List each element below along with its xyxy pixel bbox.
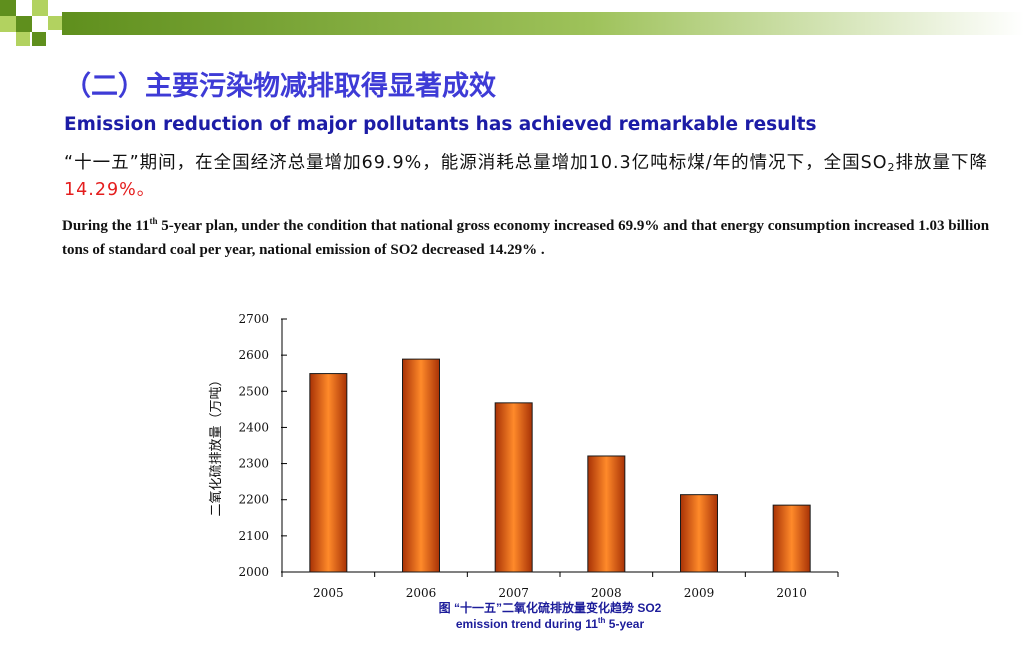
header-square (32, 32, 46, 46)
caption-superscript: th (597, 616, 606, 625)
y-axis-label: 二氧化硫排放量（万吨） (209, 373, 224, 516)
caption-line-2: emission trend during 11th 5-year (355, 616, 745, 632)
body-en-text-2: 5-year plan, under the condition that na… (62, 218, 990, 258)
y-tick-label: 2400 (238, 420, 269, 434)
y-tick-label: 2000 (238, 565, 269, 579)
page-subtitle: Emission reduction of major pollutants h… (64, 114, 817, 135)
header-square (16, 32, 30, 46)
header-square (48, 16, 62, 30)
x-tick-label: 2008 (591, 586, 622, 600)
page-title: （二）主要污染物减排取得显著成效 (64, 71, 496, 102)
y-tick-label: 2500 (238, 384, 269, 398)
header-square (32, 0, 48, 16)
body-text-english: During the 11th 5-year plan, under the c… (62, 214, 992, 262)
x-tick-label: 2009 (684, 586, 715, 600)
highlight-value: 14.29%。 (64, 180, 156, 200)
chart-caption: 图 “十一五”二氧化硫排放量变化趋势 SO2 emission trend du… (355, 600, 745, 632)
y-tick-label: 2600 (238, 348, 269, 362)
bar-2010 (772, 504, 811, 573)
header-square (16, 16, 32, 32)
bar-2008 (587, 455, 626, 573)
x-tick-label: 2006 (406, 586, 437, 600)
header-decoration (0, 0, 1024, 46)
body-cn-text-2: 排放量下降 (895, 153, 988, 173)
y-tick-label: 2300 (238, 457, 269, 471)
caption-line-1: 图 “十一五”二氧化硫排放量变化趋势 SO2 (438, 601, 662, 615)
body-cn-subscript: 2 (887, 161, 896, 174)
bar-2005 (309, 373, 348, 573)
body-en-text-1: During the 11 (62, 218, 150, 234)
y-tick-label: 2700 (238, 312, 269, 326)
header-square (16, 0, 32, 16)
y-tick-label: 2200 (238, 493, 269, 507)
bar-2009 (680, 494, 718, 573)
x-tick-label: 2007 (498, 586, 529, 600)
caption-text-2: 5-year (605, 617, 645, 631)
header-square (32, 16, 48, 32)
bar-2007 (494, 402, 533, 573)
caption-text-1: emission trend during 11 (455, 617, 598, 631)
body-en-superscript: th (149, 216, 158, 226)
x-tick-label: 2005 (313, 586, 344, 600)
body-text-chinese: “十一五”期间，在全国经济总量增加69.9%，能源消耗总量增加10.3亿吨标煤/… (64, 150, 994, 204)
x-tick-label: 2010 (776, 586, 807, 600)
header-square (0, 0, 16, 16)
y-tick-label: 2100 (238, 529, 269, 543)
header-square (0, 16, 16, 32)
body-cn-text-1: “十一五”期间，在全国经济总量增加69.9%，能源消耗总量增加10.3亿吨标煤/… (64, 153, 888, 173)
bar-2006 (402, 358, 440, 573)
